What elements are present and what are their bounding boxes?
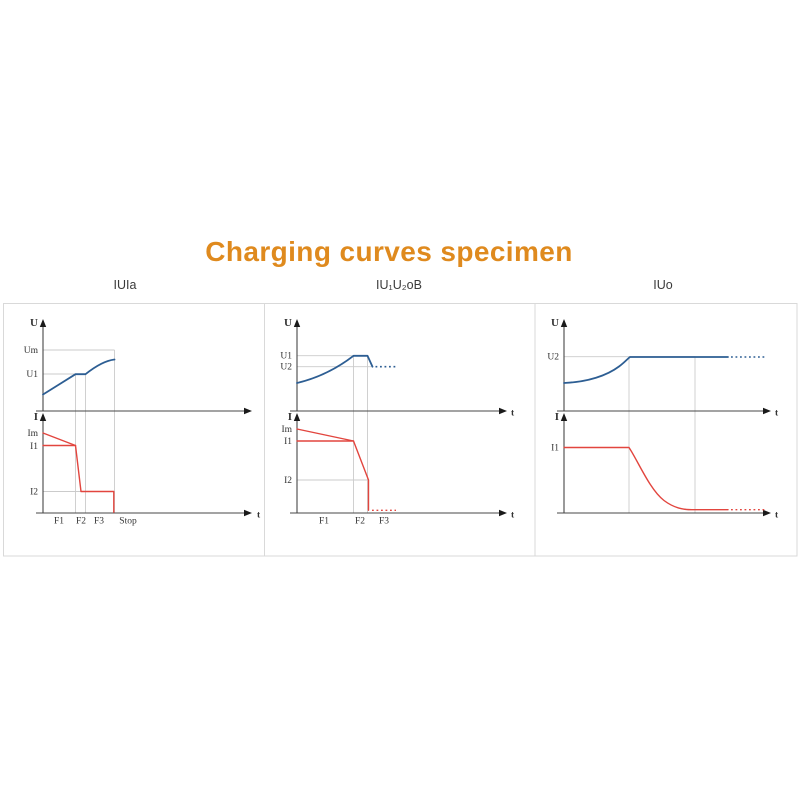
panel1-current-curve <box>42 444 115 513</box>
panel1-i-axis-arrowhead <box>39 413 47 421</box>
panel2-i2-label: I2 <box>284 476 292 486</box>
panel3-voltage-curve <box>563 356 729 384</box>
panel3-u2-label: U2 <box>547 353 559 363</box>
panel2-current-curve <box>296 440 370 511</box>
panel2-f1-label: F1 <box>319 517 329 527</box>
panel2-i1-label: I1 <box>284 437 292 447</box>
panel1-lower-t-axis-arrowhead <box>244 509 252 517</box>
panel2-u2-label: U2 <box>280 363 292 373</box>
panel2-i-axis-label: I <box>288 411 292 423</box>
page-title: Charging curves specimen <box>205 236 573 267</box>
panel2-current-im-segment <box>296 428 355 442</box>
panel3-current-curve <box>563 446 729 511</box>
panel1-voltage-curve <box>42 358 116 396</box>
panel3-u-axis-label: U <box>551 317 559 329</box>
panel2-u1-label: U1 <box>280 352 292 362</box>
panel2-f3-label: F3 <box>379 517 389 527</box>
panel3-u-axis-arrowhead <box>560 319 568 327</box>
panel1-current-im-segment <box>42 432 77 447</box>
panel-title-3: IUo <box>653 278 673 292</box>
panel1-f3-label: F3 <box>94 517 104 527</box>
panel1-i1-label: I1 <box>30 442 38 452</box>
panel3-i1-label: I1 <box>551 444 559 454</box>
panel1-stop-label: Stop <box>119 517 137 527</box>
panel1-f1-label: F1 <box>54 517 64 527</box>
panel1-u1-label: U1 <box>26 370 38 380</box>
panel1-i-axis-label: I <box>34 411 38 423</box>
panel3-i-axis-label: I <box>555 411 559 423</box>
panel2-lower-t-axis-label: t <box>511 511 515 521</box>
panel3-i-axis-arrowhead <box>560 413 568 421</box>
panel3-upper-t-axis-arrowhead <box>763 407 771 415</box>
panel2-f2-label: F2 <box>355 517 365 527</box>
panel1-u-axis-arrowhead <box>39 319 47 327</box>
panel3-lower-t-axis-label: t <box>775 511 779 521</box>
panel2-upper-t-axis-arrowhead <box>499 407 507 415</box>
panel1-u-axis-label: U <box>30 317 38 329</box>
panel2-lower-t-axis-arrowhead <box>499 509 507 517</box>
panel1-i2-label: I2 <box>30 488 38 498</box>
panel2-i-axis-arrowhead <box>293 413 301 421</box>
panel1-f2-label: F2 <box>76 517 86 527</box>
panels-border <box>3 303 798 557</box>
panel2-u-axis-arrowhead <box>293 319 301 327</box>
panel1-um-label: Um <box>24 346 39 356</box>
panel2-voltage-curve <box>296 354 374 384</box>
panel1-im-label: Im <box>27 429 38 439</box>
panel1-upper-t-axis-arrowhead <box>244 407 252 415</box>
panel2-im-label: Im <box>281 425 292 435</box>
panel-title-1: IUIa <box>113 278 137 292</box>
panel2-upper-t-axis-label: t <box>511 409 515 419</box>
panel3-upper-t-axis-label: t <box>775 409 779 419</box>
panel-title-2: IU₁U₂oB <box>376 278 422 292</box>
panel2-u-axis-label: U <box>284 317 292 329</box>
panel3-lower-t-axis-arrowhead <box>763 509 771 517</box>
panel1-lower-t-axis-label: t <box>257 511 261 521</box>
